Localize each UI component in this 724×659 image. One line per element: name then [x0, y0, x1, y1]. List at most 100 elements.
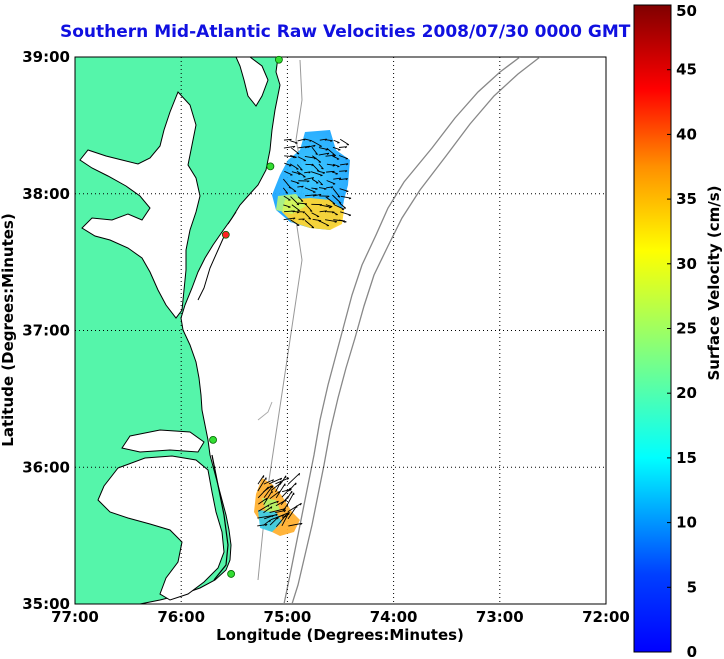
grid-lines — [75, 57, 606, 604]
velocity-vector-head — [298, 473, 301, 476]
velocity-vector — [318, 220, 330, 227]
velocity-vector-head — [296, 203, 300, 206]
velocity-vector — [312, 155, 322, 163]
velocity-vector-head — [301, 185, 304, 188]
velocity-vector — [297, 202, 307, 205]
velocity-vector — [312, 193, 322, 197]
velocity-vector — [274, 512, 289, 519]
y-axis: 39:00 38:00 37:00 36:00 35:00 — [22, 48, 70, 613]
colorbar-tick-label: 45 — [676, 61, 697, 79]
velocity-vector-head — [302, 218, 305, 221]
colorbar-tick-label: 30 — [676, 255, 697, 273]
velocity-vector — [304, 177, 314, 181]
velocity-vector-head — [271, 479, 274, 482]
velocity-vector — [280, 475, 287, 484]
station-marker — [227, 570, 236, 578]
velocity-vector — [264, 513, 278, 520]
radar-stations — [209, 55, 283, 578]
velocity-vector-head — [315, 188, 318, 191]
velocity-vector — [257, 515, 274, 519]
velocity-vector-head — [265, 524, 268, 527]
velocity-vector-head — [275, 513, 278, 517]
velocity-vector-head — [280, 477, 283, 481]
velocity-vector — [282, 504, 288, 512]
velocity-vector-head — [308, 217, 311, 220]
velocity-vector — [325, 219, 337, 223]
colorbar-tick-label: 10 — [676, 514, 697, 532]
velocity-vector — [283, 145, 296, 149]
velocity-vector — [297, 138, 306, 142]
velocity-vector — [332, 188, 341, 198]
velocity-vector-head — [316, 170, 320, 172]
y-tick-label: 37:00 — [22, 322, 70, 340]
velocity-vector — [275, 481, 282, 493]
x-tick-label: 73:00 — [476, 608, 524, 626]
velocity-vector — [257, 477, 267, 492]
colorbar-tick-label: 0 — [687, 643, 697, 659]
velocity-vector — [287, 472, 300, 485]
velocity-vector-head — [326, 152, 330, 155]
velocity-vector — [338, 155, 348, 160]
station-marker — [221, 230, 230, 239]
velocity-vector — [311, 146, 318, 155]
velocity-vector — [305, 163, 314, 166]
velocity-vector-head — [299, 503, 302, 506]
velocity-vector-head — [303, 138, 306, 141]
velocity-vector — [257, 475, 265, 485]
velocity-vector — [275, 514, 287, 528]
x-tick-label: 72:00 — [582, 608, 630, 626]
y-tick-label: 35:00 — [22, 595, 70, 613]
velocity-vector — [283, 217, 296, 221]
velocity-vector — [275, 509, 286, 514]
x-tick-label: 74:00 — [370, 608, 418, 626]
velocity-vector — [288, 522, 303, 527]
velocity-vector — [311, 212, 320, 218]
velocity-vector — [304, 187, 316, 193]
colorbar-tick-label: 20 — [676, 384, 697, 402]
velocity-vector — [289, 163, 299, 170]
velocity-vector — [290, 219, 300, 226]
velocity-vector — [269, 500, 279, 505]
velocity-vector — [263, 506, 273, 514]
velocity-vector-head — [348, 197, 352, 200]
velocity-vector — [286, 492, 295, 505]
velocity-vector — [333, 139, 340, 144]
velocity-patch-south-mid — [262, 498, 280, 512]
barrier-islands — [211, 454, 229, 581]
velocity-vector-head — [269, 519, 271, 523]
velocity-vector — [290, 180, 300, 184]
map-title: Southern Mid-Atlantic Raw Velocities 200… — [60, 22, 631, 42]
velocity-vector-head — [330, 140, 333, 142]
velocity-vector-head — [309, 140, 312, 142]
velocity-vector-head — [345, 178, 348, 181]
velocity-vector — [333, 163, 340, 167]
velocity-vector-head — [313, 144, 316, 148]
velocity-vector — [281, 512, 290, 527]
x-axis: 77:00 76:00 75:00 74:00 73:00 72:00 — [51, 608, 630, 626]
velocity-vector — [326, 180, 336, 185]
velocity-vector — [319, 187, 327, 190]
velocity-vector — [263, 479, 274, 485]
colorbar — [633, 4, 672, 653]
velocity-vector-head — [285, 192, 288, 194]
velocity-patch-north-mid — [276, 194, 306, 214]
velocity-vector — [290, 187, 297, 192]
colorbar-tick-label: 35 — [676, 190, 697, 208]
velocity-vector — [339, 219, 347, 223]
velocity-vector — [304, 212, 312, 220]
velocity-vector — [332, 194, 342, 204]
velocity-vector — [340, 211, 352, 216]
albemarle-sound — [121, 429, 205, 453]
velocity-vector — [257, 524, 268, 527]
velocity-vector — [311, 187, 318, 190]
x-tick-label: 77:00 — [51, 608, 99, 626]
velocity-vector — [318, 147, 328, 151]
velocity-vector — [319, 210, 327, 213]
velocity-vector — [333, 177, 342, 180]
velocity-vector — [304, 144, 316, 149]
velocity-vector — [287, 505, 298, 520]
velocity-vector-head — [309, 210, 313, 212]
velocity-vector — [291, 171, 301, 175]
velocity-vector-head — [307, 180, 310, 183]
